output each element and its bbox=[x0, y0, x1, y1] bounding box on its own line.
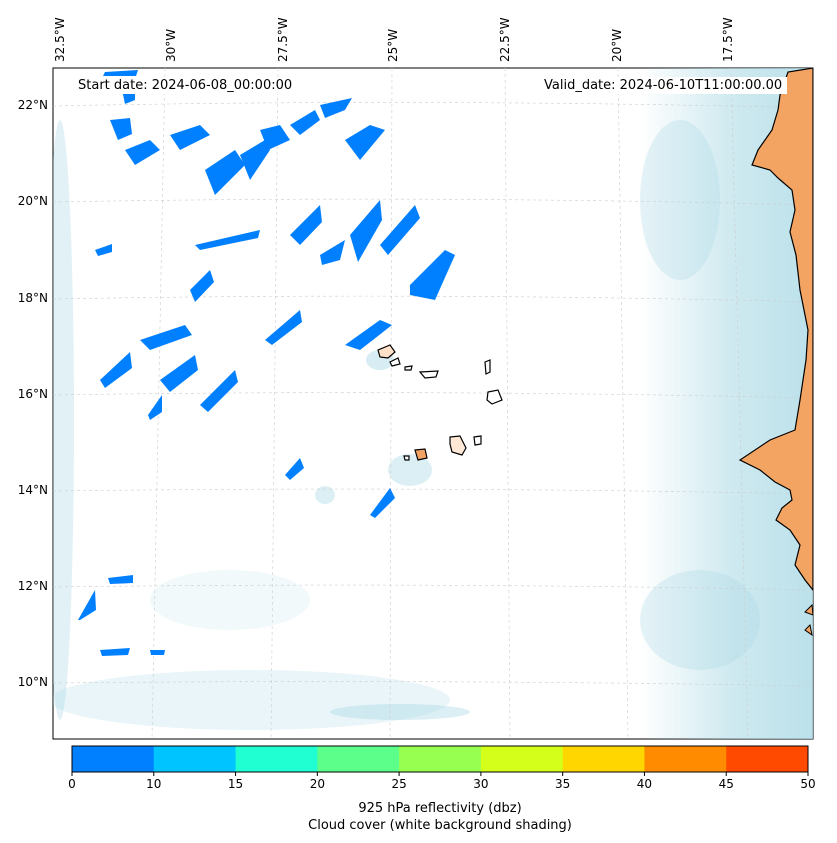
lon-label-17-5w: 17.5°W bbox=[721, 17, 735, 62]
colorbar-label-cloud-cover: Cloud cover (white background shading) bbox=[308, 818, 572, 833]
colorbar-tick-label: 0 bbox=[68, 777, 76, 791]
colorbar-tick-label: 45 bbox=[718, 777, 734, 791]
lat-label-22n: 22°N bbox=[17, 98, 48, 112]
colorbar-swatch bbox=[399, 746, 482, 772]
lat-label-16n: 16°N bbox=[17, 387, 48, 401]
colorbar-swatch bbox=[562, 746, 645, 772]
lat-label-14n: 14°N bbox=[17, 483, 48, 497]
lat-label-18n: 18°N bbox=[17, 291, 48, 305]
colorbar-swatch bbox=[317, 746, 400, 772]
lat-label-20n: 20°N bbox=[17, 194, 48, 208]
colorbar-tick-label: 15 bbox=[227, 777, 244, 791]
lon-label-32-5w: 32.5°W bbox=[53, 17, 67, 62]
colorbar-tick-label: 20 bbox=[309, 777, 325, 791]
lon-label-20w: 20°W bbox=[610, 28, 624, 62]
lat-label-10n: 10°N bbox=[17, 675, 48, 689]
cape-verde-islands bbox=[377, 344, 503, 461]
graticule bbox=[53, 68, 813, 739]
valid-date-label: Valid_date: 2024-06-10T11:00:00.00 bbox=[539, 77, 788, 94]
colorbar bbox=[71, 745, 809, 776]
colorbar-swatch bbox=[644, 746, 727, 772]
lon-label-25w: 25°W bbox=[386, 28, 400, 62]
colorbar-swatch bbox=[153, 746, 237, 772]
colorbar-swatch bbox=[235, 746, 318, 772]
colorbar-tick-label: 10 bbox=[146, 777, 162, 791]
colorbar-swatch bbox=[72, 746, 155, 772]
lon-label-27-5w: 27.5°W bbox=[276, 17, 290, 62]
lat-label-12n: 12°N bbox=[17, 579, 48, 593]
reflectivity-patches bbox=[78, 70, 455, 656]
colorbar-tick-label: 50 bbox=[800, 777, 816, 791]
coast-inlet bbox=[804, 603, 813, 637]
colorbar-tick-label: 40 bbox=[636, 777, 653, 791]
colorbar-swatch bbox=[726, 746, 809, 772]
colorbar-tick-label: 30 bbox=[473, 777, 489, 791]
colorbar-tick-label: 35 bbox=[555, 777, 571, 791]
colorbar-label-reflectivity: 925 hPa reflectivity (dbz) bbox=[358, 801, 522, 816]
colorbar-border bbox=[71, 745, 809, 773]
colorbar-tick-label: 25 bbox=[391, 777, 407, 791]
start-date-label: Start date: 2024-06-08_00:00:00 bbox=[73, 77, 298, 94]
lon-label-30w: 30°W bbox=[164, 28, 178, 62]
colorbar-swatch bbox=[480, 746, 564, 772]
lon-label-22-5w: 22.5°W bbox=[498, 17, 512, 62]
african-coast-land bbox=[738, 68, 813, 591]
